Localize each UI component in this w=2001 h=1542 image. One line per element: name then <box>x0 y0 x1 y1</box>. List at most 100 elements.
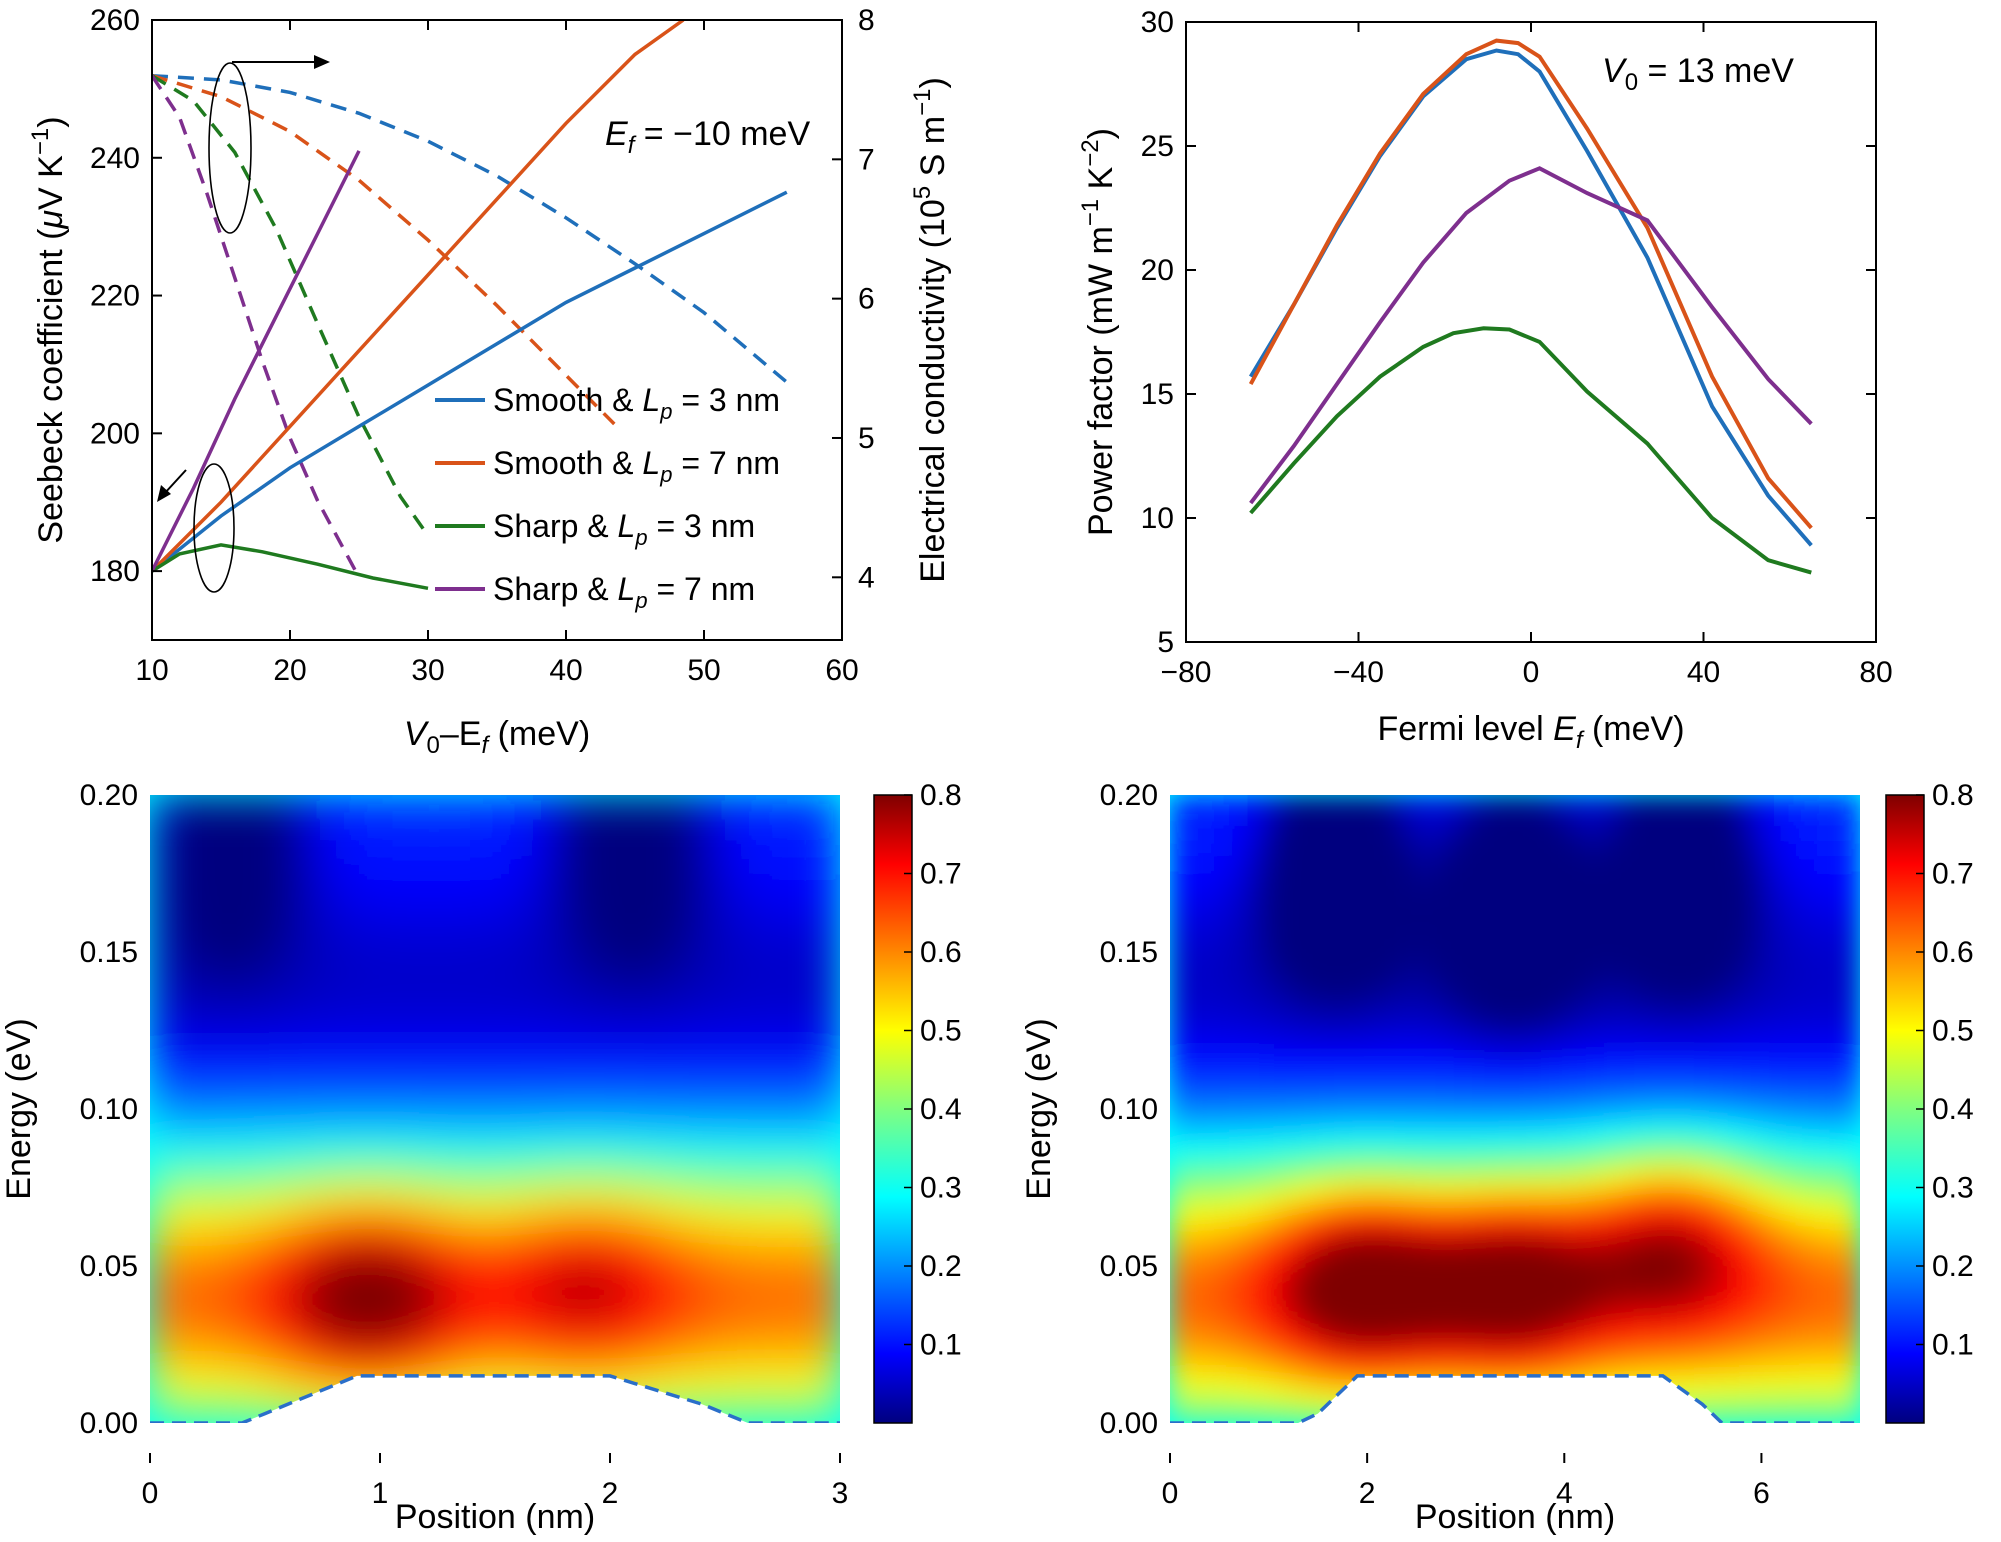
heatmap-cell <box>314 795 331 811</box>
heatmap-cell <box>1829 1302 1846 1320</box>
heatmap-cell <box>779 1302 796 1320</box>
heatmap-cell <box>1754 1332 1771 1350</box>
heatmap-cell <box>1559 823 1576 841</box>
heatmap-cell <box>1574 1242 1591 1260</box>
heatmap-cell <box>1739 1317 1756 1335</box>
heatmap-cell <box>194 973 211 991</box>
heatmap-cell <box>1364 809 1381 826</box>
heatmap-cell <box>1754 1033 1771 1051</box>
heatmap-cell <box>809 883 826 901</box>
heatmap-cell <box>1754 1377 1771 1395</box>
heatmap-cell <box>1529 1152 1546 1170</box>
heatmap-cell <box>239 1018 256 1036</box>
heatmap-cell <box>404 1197 421 1215</box>
heatmap-cell <box>674 1182 691 1200</box>
heatmap-cell <box>1829 1242 1846 1260</box>
heatmap-cell <box>1634 1212 1651 1230</box>
heatmap-cell <box>1739 943 1756 961</box>
heatmap-cell <box>1199 1123 1216 1140</box>
heatmap-cell <box>509 943 526 961</box>
heatmap-cell <box>809 1287 826 1305</box>
heatmap-cell <box>1844 883 1860 901</box>
heatmap-cell <box>599 1182 616 1200</box>
heatmap-cell <box>809 1362 826 1380</box>
heatmap-cell <box>794 1003 811 1021</box>
heatmap-cell <box>509 823 526 841</box>
heatmap-cell <box>1484 1242 1501 1260</box>
heatmap-cell <box>1799 1212 1816 1230</box>
heatmap-cell <box>209 1332 226 1350</box>
heatmap-cell <box>1334 1347 1351 1365</box>
heatmap-cell <box>1694 823 1711 841</box>
heatmap-cell <box>164 958 181 976</box>
heatmap-cell <box>374 883 391 901</box>
heatmap-cell <box>1709 1392 1726 1410</box>
heatmap-cell <box>1694 795 1711 811</box>
heatmap-cell <box>479 1197 496 1215</box>
heatmap-cell <box>749 1003 766 1021</box>
heatmap-cell <box>644 1227 661 1245</box>
heatmap-cell <box>494 1212 511 1230</box>
heatmap-cell <box>1679 1302 1696 1320</box>
heatmap-cell <box>824 1272 840 1290</box>
heatmap-cell <box>254 1137 271 1155</box>
heatmap-cell <box>1559 958 1576 976</box>
heatmap-cell <box>704 1362 721 1380</box>
colorbar-tick-label: 0.1 <box>1932 1329 1974 1362</box>
heatmap-cell <box>1484 1302 1501 1320</box>
heatmap-cell <box>824 1257 840 1275</box>
heatmap-cell <box>1454 1093 1471 1110</box>
heatmap-cell <box>479 1123 496 1140</box>
heatmap-cell <box>1754 958 1771 976</box>
heatmap-cell <box>1394 809 1411 826</box>
heatmap-cell <box>314 1167 331 1185</box>
heatmap-cell <box>1244 943 1261 961</box>
heatmap-cell <box>164 1317 181 1335</box>
heatmap-cell <box>1754 1167 1771 1185</box>
heatmap-cell <box>509 1227 526 1245</box>
heatmap-cell <box>284 1242 301 1260</box>
heatmap-cell <box>1739 1123 1756 1140</box>
heatmap-cell <box>1589 1048 1606 1066</box>
heatmap-cell <box>419 823 436 841</box>
heatmap-cell <box>1379 1078 1396 1096</box>
heatmap-cell <box>1170 1362 1186 1380</box>
heatmap-cell <box>1184 1302 1201 1320</box>
heatmap-cell <box>1499 1182 1516 1200</box>
heatmap-cell <box>584 868 601 886</box>
heatmap-cell <box>1454 943 1471 961</box>
heatmap-cell <box>1334 1003 1351 1021</box>
heatmap-cell <box>1334 1182 1351 1200</box>
heatmap-cell <box>1709 1227 1726 1245</box>
heatmap-cell <box>1529 1227 1546 1245</box>
heatmap-cell <box>344 795 361 811</box>
heatmap-cell <box>1304 1392 1321 1410</box>
heatmap-cell <box>284 1227 301 1245</box>
heatmap-cell <box>1664 898 1681 916</box>
heatmap-cell <box>329 823 346 841</box>
heatmap-cell <box>359 1003 376 1021</box>
heatmap-cell <box>1379 1212 1396 1230</box>
heatmap-cell <box>1589 1152 1606 1170</box>
heatmap-cell <box>629 1003 646 1021</box>
heatmap-cell <box>1754 1407 1771 1423</box>
heatmap-cell <box>1409 1033 1426 1051</box>
heatmap-cell <box>1259 1063 1276 1081</box>
heatmap-cell <box>554 958 571 976</box>
heatmap-cell <box>1559 883 1576 901</box>
heatmap-cell <box>1214 1152 1231 1170</box>
heatmap-cell <box>1349 823 1366 841</box>
heatmap-cell <box>1844 823 1860 841</box>
heatmap-cell <box>494 1302 511 1320</box>
heatmap-cell <box>1664 1003 1681 1021</box>
heatmap-cell <box>1214 1302 1231 1320</box>
x-axis-ticks: −80 −40 0 40 80 <box>1161 22 1893 689</box>
heatmap-cell <box>659 823 676 841</box>
heatmap-cell <box>1649 1152 1666 1170</box>
heatmap-cell <box>779 913 796 931</box>
heatmap-cell <box>494 1093 511 1110</box>
heatmap-cell <box>1409 1347 1426 1365</box>
heatmap-cell <box>1754 1078 1771 1096</box>
heatmap-cell <box>254 973 271 991</box>
